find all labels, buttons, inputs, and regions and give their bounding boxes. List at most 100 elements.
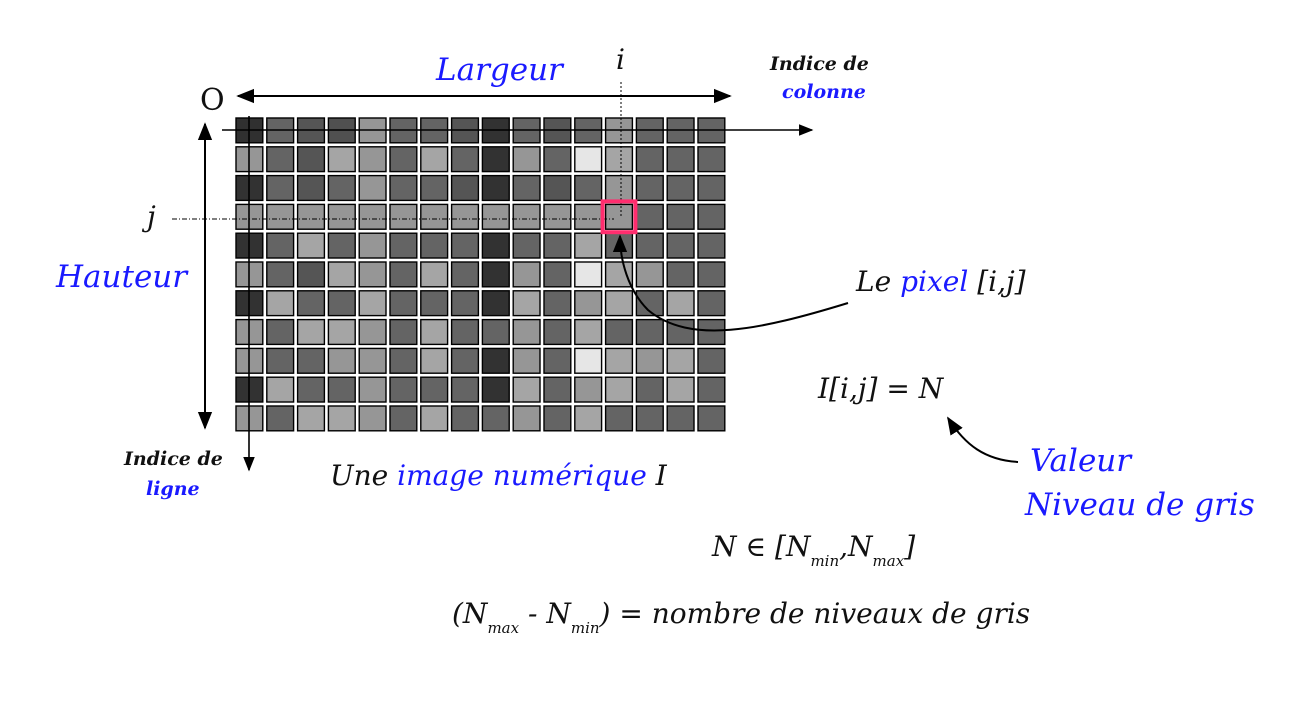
pixel-cell	[450, 146, 480, 173]
pixel-cell	[604, 290, 634, 317]
pixel-cell	[574, 203, 603, 230]
pixel-cell	[450, 290, 480, 317]
pixel-cell	[697, 376, 726, 403]
pixel-cell	[697, 174, 726, 202]
pixel-cell	[389, 318, 418, 346]
pixel-cell	[420, 203, 449, 230]
row-index-label-line1: Indice de	[124, 448, 223, 470]
pixel-cell	[420, 405, 449, 432]
pixel-cell	[666, 146, 695, 173]
pixel-label-suffix: [i,j]	[977, 265, 1026, 298]
pixel-cell	[450, 405, 480, 432]
pixel-cell	[635, 174, 664, 202]
origin-label: O	[200, 83, 225, 118]
pixel-cell	[543, 174, 572, 202]
pixel-cell	[450, 376, 480, 403]
pixel-cell	[543, 232, 572, 259]
pixel-cell	[481, 290, 510, 317]
pixel-cell	[296, 376, 326, 403]
pixel-cell	[481, 318, 510, 346]
pixel-cell	[666, 232, 695, 259]
pixel-cell	[266, 146, 295, 173]
pixel-cell	[420, 146, 449, 173]
pixel-cell	[512, 318, 541, 346]
pixel-cell	[697, 318, 726, 346]
pixel-cell	[481, 174, 510, 202]
pixel-cell	[296, 318, 326, 346]
image-caption-prefix: Une	[330, 459, 389, 492]
pixel-cell	[512, 146, 541, 173]
pixel-cell	[358, 347, 387, 374]
pixel-cell	[543, 290, 572, 317]
row-index-label-line2: ligne	[146, 478, 200, 500]
highlighted-pixel-marker	[600, 199, 638, 235]
pixel-cell	[481, 146, 510, 173]
pixel-cell	[327, 290, 356, 317]
pixel-cell	[543, 203, 572, 230]
pixel-cell	[512, 232, 541, 259]
pixel-cell	[296, 290, 326, 317]
pixel-cell	[481, 261, 510, 288]
pixel-cell	[543, 405, 572, 432]
pixel-value-equation: I[i,j] = N	[818, 372, 944, 405]
pixel-cell	[635, 376, 664, 403]
value-pointer-arrow	[947, 416, 1019, 463]
pixel-cell	[543, 318, 572, 346]
range-formula-end: ]	[904, 530, 916, 563]
pixel-cell	[635, 405, 664, 432]
pixel-cell	[481, 376, 510, 403]
column-index-symbol: i	[616, 43, 625, 76]
pixel-cell	[327, 232, 356, 259]
pixel-cell	[450, 203, 480, 230]
pixel-cell	[481, 405, 510, 432]
pixel-cell	[604, 232, 634, 259]
pixel-cell	[420, 318, 449, 346]
pixel-cell	[358, 318, 387, 346]
pixel-cell	[635, 347, 664, 374]
pixel-cell	[450, 318, 480, 346]
pixel-cell	[635, 232, 664, 259]
pixel-cell	[327, 261, 356, 288]
pixel-cell	[296, 174, 326, 202]
height-label: Hauteur	[56, 259, 188, 295]
pixel-cell	[666, 376, 695, 403]
pixel-label: Le pixel [i,j]	[856, 268, 1026, 296]
pixel-cell	[604, 261, 634, 288]
pixel-cell	[512, 261, 541, 288]
pixel-pointer-arrow	[612, 234, 849, 332]
image-caption: Une image numérique I	[330, 462, 667, 490]
pixel-cell	[296, 405, 326, 432]
pixel-cell	[389, 376, 418, 403]
pixel-cell	[666, 290, 695, 317]
pixel-cell	[296, 203, 326, 230]
pixel-cell	[604, 318, 634, 346]
pixel-cell	[389, 261, 418, 288]
pixel-cell	[327, 146, 356, 173]
pixel-cell	[635, 318, 664, 346]
pixel-cell	[420, 261, 449, 288]
pixel-cell	[296, 261, 326, 288]
levels-formula-sub-max: max	[487, 619, 520, 637]
pixel-cell	[512, 203, 541, 230]
pixel-cell	[481, 232, 510, 259]
pixel-cell	[574, 347, 603, 374]
pixel-cell	[543, 146, 572, 173]
pixel-cell	[358, 376, 387, 403]
pixel-cell	[358, 261, 387, 288]
levels-formula-end: ) = nombre de niveaux de gris	[599, 597, 1031, 630]
levels-formula-lead: (N	[452, 597, 488, 630]
pixel-cell	[389, 232, 418, 259]
pixel-cell	[697, 232, 726, 259]
pixel-cell	[450, 261, 480, 288]
pixel-grid	[235, 117, 726, 432]
pixel-cell	[697, 146, 726, 173]
pixel-cell	[604, 203, 634, 230]
pixel-cell	[358, 146, 387, 173]
pixel-cell	[574, 232, 603, 259]
row-index-symbol: j	[147, 200, 156, 233]
pixel-cell	[666, 174, 695, 202]
pixel-cell	[697, 290, 726, 317]
pixel-cell	[697, 203, 726, 230]
width-label: Largeur	[436, 52, 563, 88]
